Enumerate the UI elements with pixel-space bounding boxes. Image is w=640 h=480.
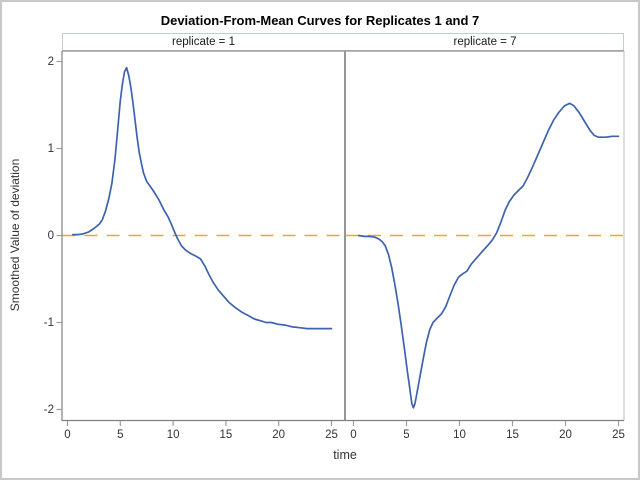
panel-header-replicate-1: replicate = 1 (172, 36, 235, 48)
x-axis-title: time (333, 448, 357, 462)
x-tick-label: 25 (612, 428, 625, 441)
x-tick-label: 20 (559, 428, 572, 441)
y-tick-label: -2 (43, 403, 54, 416)
chart-title: Deviation-From-Mean Curves for Replicate… (160, 13, 480, 28)
x-tick-label: 10 (166, 428, 180, 441)
y-tick-label: -1 (43, 316, 54, 329)
x-tick-label: 25 (325, 428, 338, 441)
panel-header-replicate-7: replicate = 7 (453, 36, 517, 48)
x-tick-label: 5 (117, 428, 124, 441)
x-tick-label: 20 (272, 428, 286, 441)
y-tick-label: 0 (47, 229, 54, 242)
x-tick-label: 5 (403, 428, 410, 441)
x-tick-label: 15 (506, 428, 519, 441)
y-tick-label: 1 (47, 142, 54, 155)
x-tick-label: 15 (219, 428, 233, 441)
x-tick-label: 10 (453, 428, 466, 441)
smoothed-deviation-curve (71, 66, 333, 330)
smoothed-deviation-curve (357, 102, 620, 409)
x-tick-label: 0 (64, 428, 71, 441)
x-tick-label: 0 (350, 428, 357, 441)
y-tick-label: 2 (47, 55, 54, 68)
